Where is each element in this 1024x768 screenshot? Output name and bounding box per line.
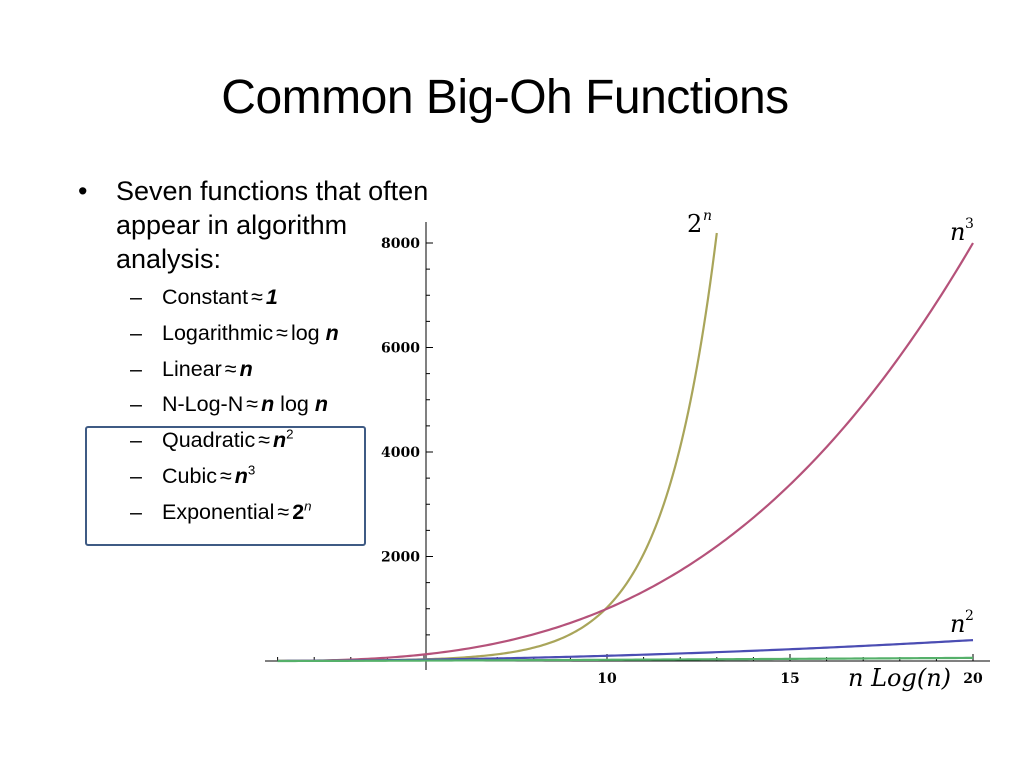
function-value: n [273,428,287,453]
series-label-nlog-n-: n Log(n) [848,664,951,692]
function-value: n [325,320,339,345]
series-line-nlog-n- [277,656,974,663]
list-dash: – [130,499,142,524]
list-dash: – [130,356,142,381]
function-exponent: 2 [286,426,294,442]
function-exponent: n [304,498,312,514]
function-value: n [234,463,248,488]
approx-symbol: ≈ [219,463,232,488]
y-tick-label: 2000 [381,550,420,566]
function-item-n-log-n: – N-Log-N ≈ n log n [78,387,458,423]
bullet-dot: • [78,176,88,206]
series-label-base: 2 [687,210,702,238]
function-value: 1 [265,285,278,309]
chart-ticks: 2000 4000 6000 8000 10 15 20 [277,236,983,687]
y-tick-label: 6000 [381,341,420,357]
series-line-n-3 [277,242,974,663]
approx-symbol: ≈ [224,356,237,381]
slide-title: Common Big-Oh Functions [221,71,789,124]
chart-series [277,232,974,663]
x-tick-label: 20 [963,671,983,687]
series-label-sup: 2 [965,608,974,624]
y-tick-label: 8000 [381,236,420,252]
function-value: n [261,392,275,417]
value-prefix: log [290,320,326,345]
function-exponent: 3 [247,462,256,478]
value-suffix: n [314,392,328,417]
list-dash: – [130,392,142,417]
approx-symbol: ≈ [276,320,288,345]
function-item-cubic: – Cubic ≈ n3 [78,459,458,495]
x-tick-label: 10 [597,671,617,687]
list-dash: – [130,320,142,345]
function-label: Constant [162,285,249,309]
function-item-logarithmic: – Logarithmic ≈ log n [78,316,458,352]
chart-axes [265,222,990,670]
list-dash: – [130,285,142,309]
function-item-quadratic: – Quadratic ≈ n2 [78,423,458,459]
approx-symbol: ≈ [258,428,271,453]
function-item-exponential: – Exponential ≈2n [78,495,458,531]
function-label: Cubic [162,463,217,488]
approx-symbol: ≈ [246,392,259,417]
function-label: Quadratic [162,428,256,453]
function-label: Logarithmic [162,320,274,345]
main-bullet: • Seven functions that often appear in a… [78,174,458,276]
series-line-2-n [277,232,718,662]
bullet-list: • Seven functions that often appear in a… [78,174,458,531]
series-label-sup: n [703,208,712,224]
approx-symbol: ≈ [277,499,290,524]
series-label-base: n [950,218,965,246]
function-label: Linear [162,356,222,381]
function-value: n [239,356,253,381]
chart-series-labels: 2 nn 3n 2n Log(n) [687,208,974,692]
series-label-base: n [950,610,965,638]
function-item-linear: – Linear ≈ n [78,352,458,388]
function-label: Exponential [162,499,275,524]
x-tick-label: 15 [780,671,799,687]
function-item-constant: – Constant ≈1 [78,280,458,316]
y-tick-label: 4000 [381,445,420,461]
approx-symbol: ≈ [251,285,263,309]
series-label-sup: 3 [965,216,974,232]
main-bullet-text: Seven functions that often appear in alg… [116,176,429,274]
function-list: – Constant ≈1– Logarithmic ≈ log n – Linear ≈ n – N… [78,280,458,531]
function-label: N-Log-N [162,392,244,417]
function-value: 2 [292,499,305,524]
list-dash: – [130,463,142,488]
list-dash: – [130,428,142,453]
value-suffix-plain: log [274,392,315,417]
